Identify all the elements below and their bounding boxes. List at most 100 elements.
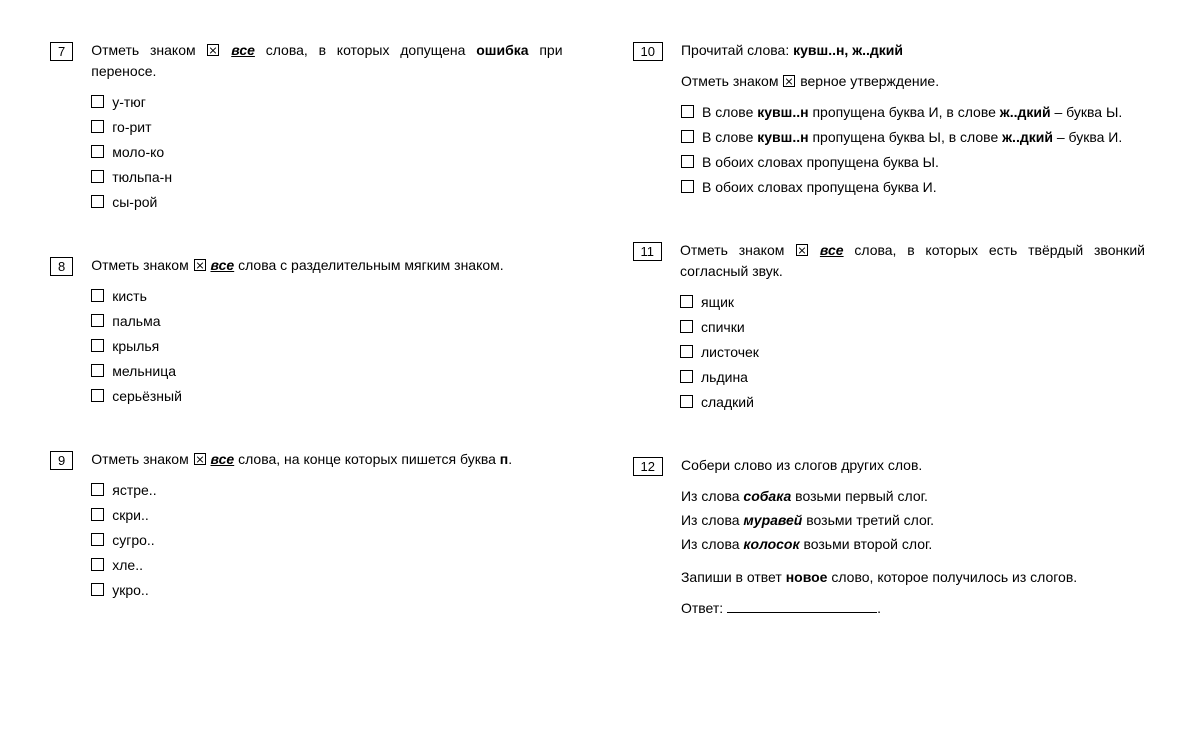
answer-label: Ответ:	[681, 600, 723, 616]
question-body: Прочитай слова: кувш..н, ж..дкий Отметь …	[681, 40, 1145, 202]
option-item: В слове кувш..н пропущена буква И, в сло…	[681, 102, 1145, 123]
options-list: ящик спички листочек льдина сладкий	[680, 292, 1145, 413]
question-number: 7	[50, 42, 73, 61]
question-prompt: Отметь знаком верное утверждение.	[681, 71, 1145, 92]
checkbox-icon[interactable]	[680, 345, 693, 358]
option-item: у-тюг	[91, 92, 562, 113]
checkbox-icon[interactable]	[681, 105, 694, 118]
checkbox-icon[interactable]	[91, 145, 104, 158]
option-text: кисть	[112, 286, 562, 307]
checkbox-icon[interactable]	[91, 558, 104, 571]
option-item: хле..	[91, 555, 562, 576]
checkbox-icon[interactable]	[681, 130, 694, 143]
checkbox-icon[interactable]	[681, 155, 694, 168]
right-column: 10 Прочитай слова: кувш..н, ж..дкий Отме…	[633, 40, 1146, 657]
checkbox-icon[interactable]	[91, 389, 104, 402]
checkbox-icon[interactable]	[91, 289, 104, 302]
checkbox-icon[interactable]	[91, 583, 104, 596]
question-body: Отметь знаком все слова, на конце которы…	[91, 449, 562, 605]
checkbox-icon[interactable]	[680, 395, 693, 408]
option-text: хле..	[112, 555, 562, 576]
option-item: моло-ко	[91, 142, 562, 163]
question-body: Отметь знаком все слова, в которых есть …	[680, 240, 1145, 417]
option-text: ящик	[701, 292, 1145, 313]
option-text: пальма	[112, 311, 562, 332]
option-item: сугро..	[91, 530, 562, 551]
option-text: ястре..	[112, 480, 562, 501]
instruction-line: Из слова муравей возьми третий слог.	[681, 510, 1145, 531]
option-item: крылья	[91, 336, 562, 357]
instruction-line: Из слова колосок возьми второй слог.	[681, 534, 1145, 555]
question-number: 9	[50, 451, 73, 470]
checkbox-icon[interactable]	[91, 339, 104, 352]
option-item: ястре..	[91, 480, 562, 501]
question-prompt: Отметь знаком все слова, в которых допущ…	[91, 40, 562, 82]
option-text: листочек	[701, 342, 1145, 363]
option-item: сы-рой	[91, 192, 562, 213]
checkbox-icon[interactable]	[91, 314, 104, 327]
question-body: Отметь знаком все слова с разделительным…	[91, 255, 562, 411]
checkbox-icon[interactable]	[91, 170, 104, 183]
option-text: у-тюг	[112, 92, 562, 113]
option-item: В обоих словах пропущена буква И.	[681, 177, 1145, 198]
question-preamble: Прочитай слова: кувш..н, ж..дкий	[681, 40, 1145, 61]
option-item: спички	[680, 317, 1145, 338]
question-prompt: Отметь знаком все слова, в которых есть …	[680, 240, 1145, 282]
option-text: мельница	[112, 361, 562, 382]
options-list: В слове кувш..н пропущена буква И, в сло…	[681, 102, 1145, 198]
question-body: Собери слово из слогов других слов. Из с…	[681, 455, 1145, 619]
option-item: укро..	[91, 580, 562, 601]
checkbox-icon[interactable]	[680, 320, 693, 333]
question-12: 12 Собери слово из слогов других слов. И…	[633, 455, 1146, 619]
question-9: 9 Отметь знаком все слова, на конце кото…	[50, 449, 563, 605]
option-item: тюльпа-н	[91, 167, 562, 188]
option-item: льдина	[680, 367, 1145, 388]
option-text: крылья	[112, 336, 562, 357]
option-item: серьёзный	[91, 386, 562, 407]
question-prompt: Отметь знаком все слова, на конце которы…	[91, 449, 562, 470]
checkbox-icon[interactable]	[91, 364, 104, 377]
checkbox-icon[interactable]	[91, 508, 104, 521]
option-item: В слове кувш..н пропущена буква Ы, в сло…	[681, 127, 1145, 148]
option-item: кисть	[91, 286, 562, 307]
option-text: моло-ко	[112, 142, 562, 163]
question-10: 10 Прочитай слова: кувш..н, ж..дкий Отме…	[633, 40, 1146, 202]
question-7: 7 Отметь знаком все слова, в которых доп…	[50, 40, 563, 217]
answer-line: Ответ: .	[681, 598, 1145, 619]
option-item: В обоих словах пропущена буква Ы.	[681, 152, 1145, 173]
option-text: В слове кувш..н пропущена буква Ы, в сло…	[702, 127, 1145, 148]
option-text: В слове кувш..н пропущена буква И, в сло…	[702, 102, 1145, 123]
answer-blank[interactable]	[727, 599, 877, 613]
option-text: сы-рой	[112, 192, 562, 213]
checkbox-icon[interactable]	[680, 295, 693, 308]
option-item: пальма	[91, 311, 562, 332]
option-text: сугро..	[112, 530, 562, 551]
question-number: 10	[633, 42, 663, 61]
left-column: 7 Отметь знаком все слова, в которых доп…	[50, 40, 563, 657]
option-text: скри..	[112, 505, 562, 526]
question-prompt: Собери слово из слогов других слов.	[681, 455, 1145, 476]
option-text: спички	[701, 317, 1145, 338]
option-text: В обоих словах пропущена буква Ы.	[702, 152, 1145, 173]
question-number: 12	[633, 457, 663, 476]
question-11: 11 Отметь знаком все слова, в которых ес…	[633, 240, 1146, 417]
options-list: ястре.. скри.. сугро.. хле.. укро..	[91, 480, 562, 601]
checkbox-icon[interactable]	[91, 95, 104, 108]
instructions: Из слова собака возьми первый слог. Из с…	[681, 486, 1145, 555]
options-list: у-тюг го-рит моло-ко тюльпа-н сы-рой	[91, 92, 562, 213]
option-text: серьёзный	[112, 386, 562, 407]
final-instruction: Запиши в ответ новое слово, которое полу…	[681, 567, 1145, 588]
question-body: Отметь знаком все слова, в которых допущ…	[91, 40, 562, 217]
worksheet-columns: 7 Отметь знаком все слова, в которых доп…	[50, 40, 1145, 657]
option-text: укро..	[112, 580, 562, 601]
checkbox-icon[interactable]	[91, 483, 104, 496]
option-text: го-рит	[112, 117, 562, 138]
option-text: В обоих словах пропущена буква И.	[702, 177, 1145, 198]
checkbox-icon[interactable]	[680, 370, 693, 383]
option-item: ящик	[680, 292, 1145, 313]
checkbox-icon[interactable]	[91, 195, 104, 208]
checkbox-icon[interactable]	[91, 533, 104, 546]
checkbox-icon[interactable]	[681, 180, 694, 193]
option-text: льдина	[701, 367, 1145, 388]
checkbox-icon[interactable]	[91, 120, 104, 133]
